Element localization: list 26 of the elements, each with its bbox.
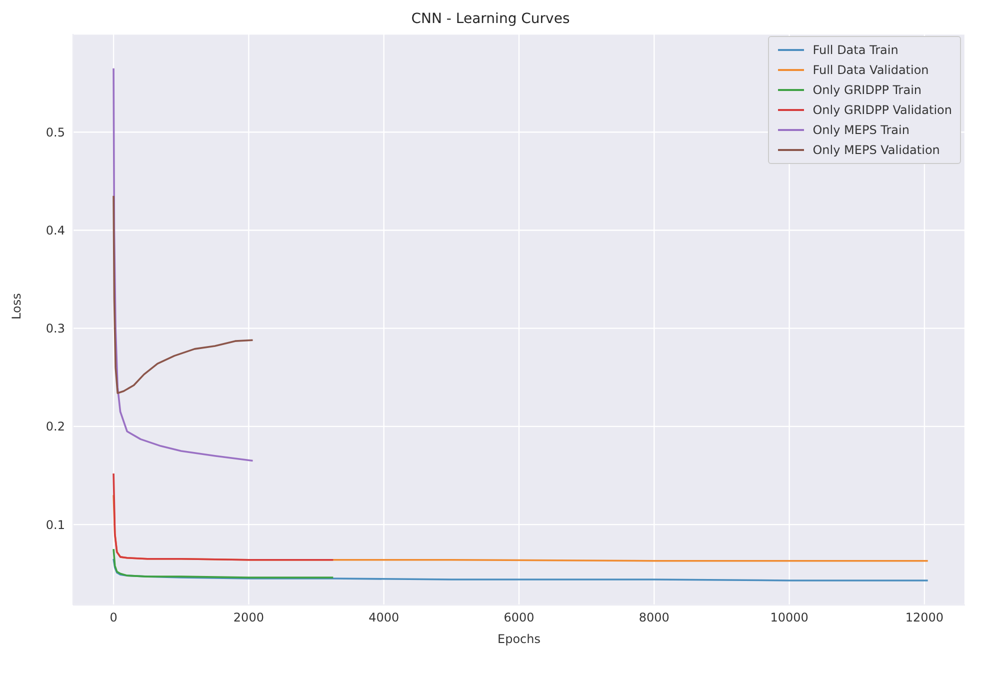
legend-label: Only GRIDPP Validation <box>812 102 952 119</box>
y-tick-label: 0.1 <box>46 518 65 532</box>
legend-label: Full Data Train <box>812 42 898 59</box>
x-tick-label: 2000 <box>233 610 264 625</box>
y-axis-title: Loss <box>9 293 24 320</box>
x-tick-label: 12000 <box>905 610 944 625</box>
line-series <box>112 548 334 578</box>
y-tick-label: 0.2 <box>46 420 65 434</box>
line-series <box>112 558 929 582</box>
legend-label: Only MEPS Train <box>812 122 910 139</box>
x-tick-label: 4000 <box>368 610 400 625</box>
legend-label: Full Data Validation <box>812 62 929 79</box>
x-tick-label: 8000 <box>638 610 670 625</box>
legend-label: Only GRIDPP Train <box>812 82 922 99</box>
line-series <box>112 472 334 561</box>
legend-label: Only MEPS Validation <box>812 142 940 159</box>
line-series <box>112 67 254 462</box>
y-tick-label: 0.5 <box>46 125 65 140</box>
x-axis-title: Epochs <box>498 632 540 646</box>
line-series <box>112 194 254 394</box>
y-tick-label: 0.4 <box>46 223 65 238</box>
chart-title: CNN - Learning Curves <box>410 10 571 29</box>
y-tick-label: 0.3 <box>46 322 65 336</box>
x-tick-label: 0 <box>110 610 118 625</box>
x-tick-label: 10000 <box>770 610 808 625</box>
x-tick-label: 6000 <box>504 610 534 625</box>
